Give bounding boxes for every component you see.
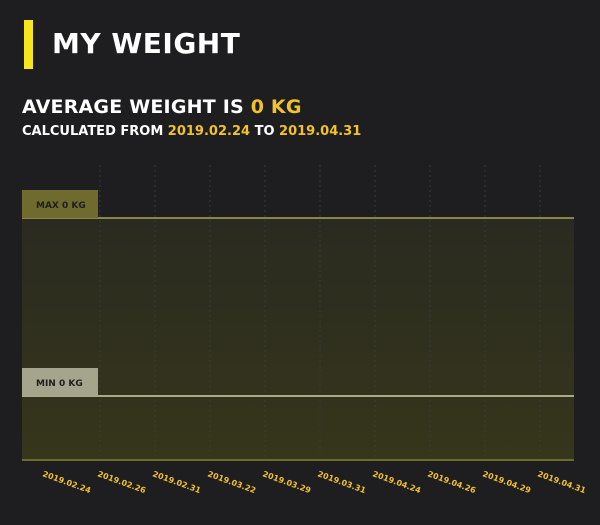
- chart-plot-area: [22, 218, 574, 460]
- x-tick-label: 2019.03.31: [316, 469, 367, 495]
- calculation-range-text: CALCULATED FROM 2019.02.24 TO 2019.04.31: [22, 122, 361, 142]
- calc-prefix: CALCULATED FROM: [22, 124, 164, 139]
- x-tick-label: 2019.02.26: [96, 469, 147, 495]
- range-to-date: 2019.04.31: [279, 124, 362, 139]
- page-title: MY WEIGHT: [52, 27, 241, 60]
- chart-x-axis-labels: 2019.02.24 2019.02.26 2019.02.31 2019.03.22…: [41, 469, 587, 495]
- chart-grid: [22, 165, 574, 461]
- range-to-word: TO: [254, 124, 275, 139]
- chart-marker-lines: MAX 0 KG MIN 0 KG: [22, 190, 574, 397]
- x-tick-label: 2019.03.29: [261, 469, 312, 495]
- min-weight-label: MIN 0 KG: [36, 379, 83, 389]
- range-from-date: 2019.02.24: [167, 124, 251, 139]
- max-weight-label: MAX 0 KG: [36, 201, 86, 211]
- max-weight-label-box: [22, 190, 98, 218]
- x-tick-label: 2019.03.22: [206, 469, 257, 495]
- x-tick-label: 2019.04.31: [536, 469, 587, 495]
- x-tick-label: 2019.04.24: [371, 469, 422, 495]
- average-weight-label: AVERAGE WEIGHT IS: [22, 96, 244, 118]
- x-tick-label: 2019.04.26: [426, 469, 477, 495]
- x-tick-label: 2019.04.29: [481, 469, 532, 495]
- title-accent-bar: [24, 20, 33, 69]
- x-tick-label: 2019.02.31: [151, 469, 202, 495]
- x-tick-label: 2019.02.24: [41, 469, 92, 495]
- average-weight-value: 0 KG: [250, 96, 302, 118]
- average-weight-text: AVERAGE WEIGHT IS 0 KG: [22, 94, 302, 120]
- min-weight-label-box: [22, 368, 98, 396]
